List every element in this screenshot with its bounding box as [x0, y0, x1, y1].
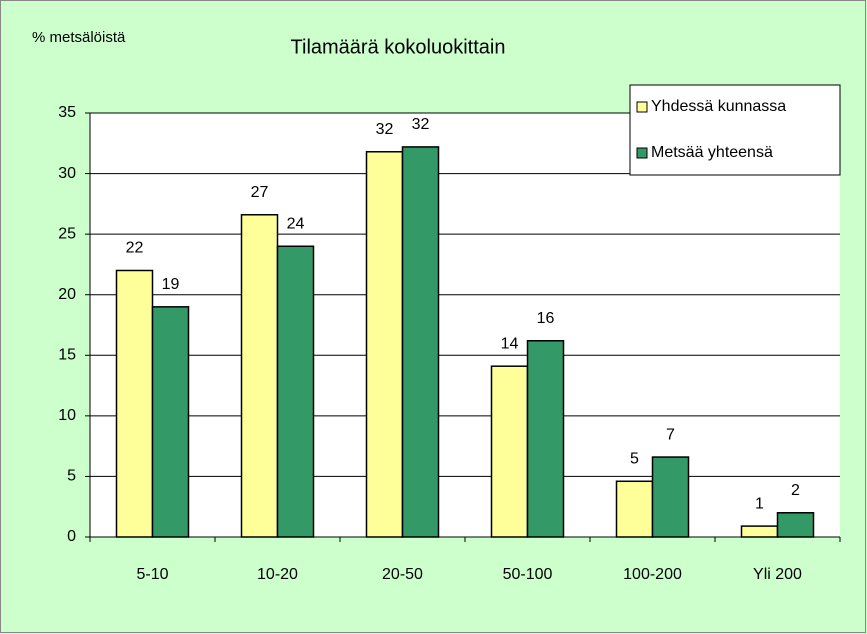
- y-tick-label: 30: [58, 165, 76, 182]
- legend-label: Yhdessä kunnassa: [651, 98, 786, 115]
- data-label: 2: [791, 482, 800, 499]
- y-tick-label: 20: [58, 286, 76, 303]
- y-tick-label: 10: [58, 407, 76, 424]
- x-tick-label: 100-200: [623, 566, 682, 583]
- x-tick-label: Yli 200: [753, 566, 802, 583]
- bar: [776, 512, 815, 538]
- legend-label: Metsää yhteensä: [651, 144, 773, 161]
- y-axis-label: % metsälöistä: [32, 29, 126, 46]
- legend-swatch: [636, 101, 648, 113]
- y-tick-label: 0: [67, 528, 76, 545]
- bar: [151, 306, 190, 538]
- bar: [115, 269, 154, 538]
- bar: [401, 146, 440, 538]
- data-label: 5: [630, 450, 639, 467]
- legend: [629, 84, 841, 176]
- y-tick-label: 15: [58, 347, 76, 364]
- data-label: 19: [162, 276, 180, 293]
- bar: [490, 365, 529, 538]
- bar: [365, 151, 404, 538]
- data-label: 14: [501, 335, 519, 352]
- x-tick-label: 5-10: [136, 566, 168, 583]
- y-tick-label: 25: [58, 225, 76, 242]
- data-label: 24: [287, 215, 305, 232]
- data-label: 7: [666, 426, 675, 443]
- data-label: 32: [412, 116, 430, 133]
- data-label: 1: [755, 495, 764, 512]
- data-label: 22: [126, 240, 144, 257]
- chart-title: Tilamäärä kokoluokittain: [291, 36, 506, 58]
- bar: [276, 245, 315, 538]
- plot-area: [90, 113, 840, 537]
- data-label: 27: [251, 184, 269, 201]
- bar: [240, 214, 279, 538]
- bar: [615, 480, 654, 538]
- bar: [740, 525, 779, 538]
- legend-swatch: [636, 147, 648, 159]
- x-tick-label: 50-100: [503, 566, 553, 583]
- bar: [651, 456, 690, 538]
- y-tick-label: 35: [58, 104, 76, 121]
- bar: [526, 339, 565, 538]
- data-label: 32: [376, 121, 394, 138]
- data-label: 16: [537, 310, 555, 327]
- x-tick-label: 10-20: [257, 566, 298, 583]
- y-tick-label: 5: [67, 468, 76, 485]
- x-tick-label: 20-50: [382, 566, 423, 583]
